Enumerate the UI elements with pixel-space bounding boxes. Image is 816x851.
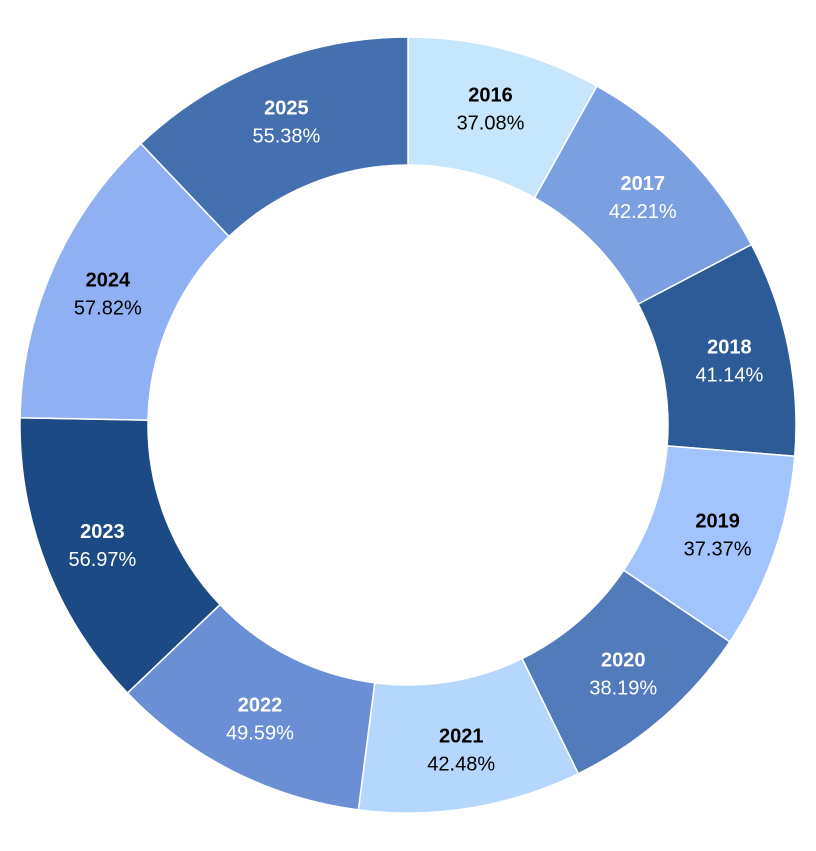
slice-label-2019: 2019 [695, 510, 740, 532]
slice-label-2024: 2024 [86, 270, 131, 292]
slice-label-2020: 2020 [601, 649, 646, 671]
slice-value-2021: 42.48% [427, 754, 495, 776]
slice-label-2025: 2025 [264, 97, 309, 119]
slice-value-2022: 49.59% [226, 723, 294, 745]
slice-label-2017: 2017 [621, 173, 666, 195]
slice-value-2018: 41.14% [695, 364, 763, 386]
slice-value-2017: 42.21% [609, 201, 677, 223]
slice-2025 [139, 36, 409, 238]
slice-label-2023: 2023 [80, 521, 125, 543]
slice-value-2025: 55.38% [253, 125, 321, 147]
slice-value-2016: 37.08% [457, 113, 525, 135]
slice-value-2019: 37.37% [684, 538, 752, 560]
labels-group: 2016 37.08% 2017 42.21% 2018 41.14% 2019 37.37%… [69, 85, 764, 776]
slice-label-2018: 2018 [707, 336, 752, 358]
slice-label-2016: 2016 [468, 85, 513, 107]
slice-value-2020: 38.19% [589, 677, 657, 699]
slice-label-2021: 2021 [439, 726, 484, 748]
slice-value-2024: 57.82% [74, 298, 142, 320]
slice-value-2023: 56.97% [69, 549, 137, 571]
slices-group [19, 36, 797, 814]
slice-label-2022: 2022 [238, 695, 283, 717]
